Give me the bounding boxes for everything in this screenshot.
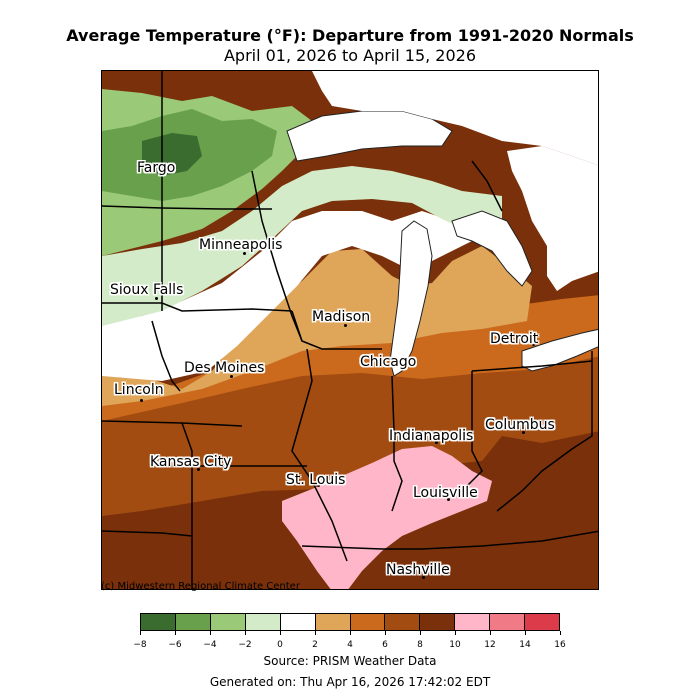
colorbar-swatch	[174, 614, 210, 630]
colorbar-tick-label: 10	[449, 640, 461, 650]
colorbar-tick-mark	[524, 631, 526, 635]
colorbar-tick-mark	[384, 631, 386, 635]
colorbar-tick-mark	[279, 631, 281, 635]
colorbar-tick-mark	[209, 631, 211, 635]
madison-marker	[344, 324, 347, 327]
lake-superior	[286, 110, 453, 162]
colorbar-tick-mark	[174, 631, 176, 635]
city-label-madison: Madison	[312, 309, 371, 325]
des-moines-marker	[230, 375, 233, 378]
map-shading	[102, 71, 598, 589]
colorbar-tick-mark	[419, 631, 421, 635]
colorbar-swatch	[454, 614, 490, 630]
colorbar-tick-label: 6	[382, 640, 388, 650]
louisville-marker	[447, 498, 450, 501]
colorbar-swatch	[141, 614, 175, 630]
city-label-chicago: Chicago	[360, 354, 417, 370]
fargo-marker	[160, 167, 163, 170]
colorbar-swatch	[244, 614, 280, 630]
city-label-indianapolis: Indianapolis	[389, 428, 474, 444]
columbus-marker	[522, 431, 525, 434]
colorbar-tick-label: −4	[203, 640, 217, 650]
colorbar	[140, 613, 560, 631]
colorbar-tick-mark	[244, 631, 246, 635]
lake-huron	[451, 210, 533, 287]
city-label-nashville: Nashville	[386, 562, 450, 578]
city-label-columbus: Columbus	[485, 417, 555, 433]
lake-michigan	[389, 220, 433, 377]
region-dark-green	[142, 133, 202, 176]
region-pale-green	[102, 166, 502, 326]
detroit-marker	[532, 343, 535, 346]
canada-white	[312, 71, 598, 166]
indianapolis-marker	[435, 441, 438, 444]
colorbar-tick-label: 2	[312, 640, 318, 650]
colorbar-swatch	[524, 614, 560, 630]
city-label-lincoln: Lincoln	[114, 382, 164, 398]
colorbar-tick-label: 4	[347, 640, 353, 650]
generated-timestamp: Generated on: Thu Apr 16, 2026 17:42:02 …	[209, 675, 491, 689]
lake-erie	[521, 328, 598, 372]
colorbar-tick-mark	[139, 631, 141, 635]
city-label-louisville: Louisville	[413, 485, 478, 501]
colorbar-tick-label: 16	[554, 640, 566, 650]
kansas-city-marker	[197, 468, 200, 471]
state-borders	[102, 71, 598, 589]
colorbar-tick-mark	[314, 631, 316, 635]
colorbar-swatch	[419, 614, 455, 630]
city-label-st-louis: St. Louis	[286, 472, 346, 488]
colorbar-swatch	[384, 614, 420, 630]
colorbar-tick-mark	[454, 631, 456, 635]
lake-huron-east	[507, 146, 598, 291]
city-label-detroit: Detroit	[490, 331, 539, 347]
sioux-falls-marker	[155, 297, 158, 300]
map-title: Average Temperature (°F): Departure from…	[66, 26, 634, 45]
colorbar-tick-mark	[559, 631, 561, 635]
temperature-map: Fargo Minneapolis Sioux Falls Madison De…	[101, 70, 599, 590]
colorbar-tick-label: 12	[484, 640, 496, 650]
minneapolis-marker	[243, 252, 246, 255]
city-label-minneapolis: Minneapolis	[199, 237, 283, 253]
colorbar-tick-label: −2	[238, 640, 252, 650]
colorbar-swatch	[279, 614, 315, 630]
chicago-marker	[392, 361, 395, 364]
colorbar-tick-label: 14	[519, 640, 531, 650]
colorbar-tick-mark	[489, 631, 491, 635]
colorbar-tick-label: −6	[168, 640, 182, 650]
region-near-normal	[102, 211, 472, 381]
region-pink	[282, 446, 492, 589]
colorbar-swatch	[489, 614, 525, 630]
colorbar-tick-label: −8	[133, 640, 147, 650]
city-label-sioux-falls: Sioux Falls	[110, 282, 184, 298]
st-louis-marker	[317, 484, 320, 487]
city-label-kansas-city: Kansas City	[150, 454, 232, 470]
colorbar-tick-label: 0	[277, 640, 283, 650]
source-text: Source: PRISM Weather Data	[263, 654, 437, 668]
colorbar-swatch	[349, 614, 385, 630]
credit-text: (c) Midwestern Regional Climate Center	[101, 581, 300, 592]
colorbar-tick-label: 8	[417, 640, 423, 650]
city-label-fargo: Fargo	[137, 160, 176, 176]
city-label-des-moines: Des Moines	[184, 360, 265, 376]
nashville-marker	[422, 576, 425, 579]
colorbar-swatch	[209, 614, 245, 630]
map-subtitle: April 01, 2026 to April 15, 2026	[223, 46, 477, 65]
colorbar-swatch	[314, 614, 350, 630]
lincoln-marker	[140, 399, 143, 402]
colorbar-tick-mark	[349, 631, 351, 635]
